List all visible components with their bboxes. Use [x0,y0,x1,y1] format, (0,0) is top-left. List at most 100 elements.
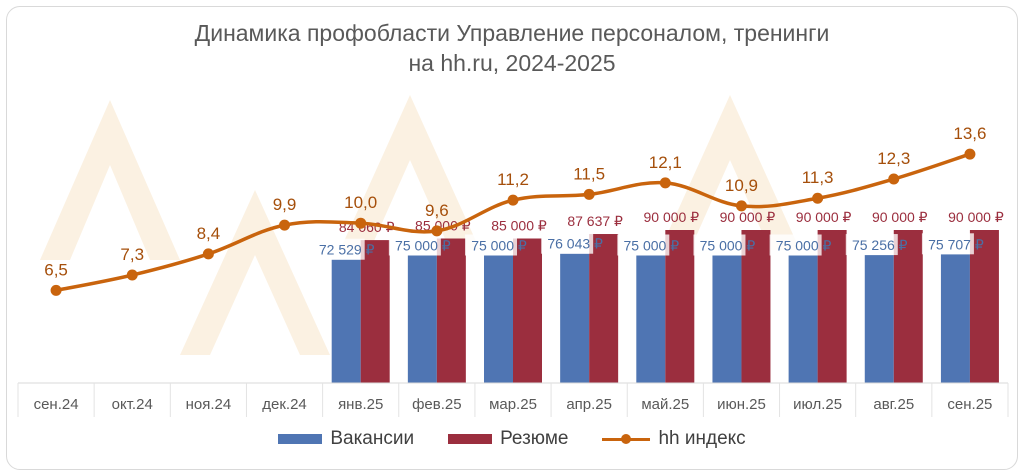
legend-item-hh-index: hh индекс [602,428,746,450]
legend-label-vacancies: Вакансии [330,428,415,449]
bar-vacancies [712,255,742,383]
label-hh-index: 7,3 [120,245,144,264]
x-axis-ticks [17,383,1009,417]
bar-vacancies [788,255,818,383]
bar-label-bg [769,234,822,256]
x-axis-label: сен.24 [34,396,79,413]
chart-title-line-1: Динамика профобласти Управление персонал… [194,20,830,46]
bar-label-vacancies: 75 256 ₽ [852,237,908,253]
point-hh-index [964,148,976,160]
bar-label-vacancies: 75 707 ₽ [928,236,984,252]
point-hh-index [355,217,367,229]
point-hh-index [583,188,595,200]
bar-series-group [331,230,999,383]
bar-vacancies [560,253,590,383]
label-hh-index: 11,3 [802,168,834,187]
point-hh-index [50,284,62,296]
bar-label-resumes: 87 637 ₽ [567,213,623,229]
label-hh-index: 11,5 [573,164,605,183]
bar-label-vacancies: 75 000 ₽ [395,238,451,254]
label-hh-index: 10,0 [344,193,377,212]
label-hh-index: 12,3 [877,149,910,168]
legend-item-vacancies: Вакансии [278,428,414,450]
bar-resumes [513,238,542,383]
point-hh-index [888,173,900,185]
x-axis-labels: сен.24 окт.24 ноя.24 дек.24 янв.25 фев.25 мар.… [34,396,993,413]
bar-label-vacancies: 75 000 ₽ [700,238,756,254]
watermark-mark-3 [340,95,480,250]
label-hh-index: 8,4 [197,224,221,243]
x-axis-label: авг.25 [873,396,914,413]
chart-title: Динамика профобласти Управление персонал… [0,18,1024,78]
bar-label-resumes: 90 000 ₽ [720,209,776,225]
bar-label-bg [921,233,974,255]
point-hh-index [735,200,747,212]
bar-resumes [893,230,923,383]
bar-resumes [969,230,999,383]
chart-title-line-2: на hh.ru, 2024-2025 [408,50,616,76]
bar-vacancies [940,254,970,383]
bar-label-vacancies: 76 043 ₽ [547,236,603,252]
bar-resumes [360,240,390,383]
label-hh-index: 12,1 [649,153,682,172]
label-hh-index: 6,5 [44,260,68,279]
x-axis-label: янв.25 [338,396,383,413]
label-hh-index: 10,9 [725,176,758,195]
watermark-mark-4 [660,95,800,250]
bar-resumes [589,234,619,383]
bar-resumes [665,230,695,383]
bar-label-bg [541,232,594,254]
x-axis-label: апр.25 [566,396,612,413]
x-axis-label: май.25 [641,396,689,413]
line-series-group [50,148,976,296]
legend-swatch-hh-index [602,434,651,444]
bar-label-bg [312,238,365,260]
label-hh-index: 9,6 [425,201,449,220]
legend-swatch-resumes [448,434,493,444]
bar-label-bg [845,234,898,256]
bar-label-group: 72 529 ₽84 060 ₽75 000 ₽85 000 ₽75 000 ₽… [312,209,1004,260]
bar-label-resumes: 85 000 ₽ [491,218,547,234]
x-axis-label: ноя.24 [186,396,232,413]
x-axis-label: сен.25 [947,396,992,413]
bar-vacancies [636,255,666,383]
line-label-group: 6,5 7,3 8,4 9,9 10,0 9,6 11,2 11,5 12,1 10,9 11,3 1… [44,124,986,279]
bar-label-vacancies: 72 529 ₽ [319,242,375,258]
bar-vacancies [407,255,437,383]
bar-label-vacancies: 75 000 ₽ [623,238,679,254]
point-hh-index [431,225,443,237]
watermark-mark-2 [180,190,330,355]
bar-label-resumes: 85 000 ₽ [415,218,471,234]
bar-vacancies [484,255,513,383]
x-axis-label: июл.25 [793,396,842,413]
legend-label-hh-index: hh индекс [658,428,746,449]
point-hh-index [202,248,214,260]
bar-resumes [817,230,847,383]
bar-label-bg [465,234,517,256]
x-axis-label: дек.24 [262,396,307,413]
bar-vacancies [864,255,894,383]
label-hh-index: 11,2 [497,170,529,189]
x-axis-label: фев.25 [412,396,462,413]
bar-label-bg [693,234,746,256]
bar-resumes [741,230,771,383]
bar-label-vacancies: 75 000 ₽ [471,238,527,254]
bar-label-resumes: 90 000 ₽ [796,209,852,225]
point-hh-index [126,269,138,281]
x-axis-label: окт.24 [112,396,153,413]
bar-label-resumes: 90 000 ₽ [948,209,1004,225]
bar-label-bg [388,234,441,256]
bar-vacancies [331,259,361,383]
x-axis-label: июн.25 [717,396,766,413]
bar-label-resumes: 90 000 ₽ [872,209,928,225]
label-hh-index: 9,9 [273,195,297,214]
point-hh-index [507,194,519,206]
bar-resumes [436,238,466,383]
point-hh-index [279,219,291,231]
bar-label-bg [617,234,670,256]
legend: Вакансии Резюме hh индекс [0,424,1024,454]
legend-item-resumes: Резюме [448,428,568,450]
x-axis-label: мар.25 [489,396,537,413]
watermark [40,95,800,355]
bar-label-resumes: 90 000 ₽ [643,209,699,225]
